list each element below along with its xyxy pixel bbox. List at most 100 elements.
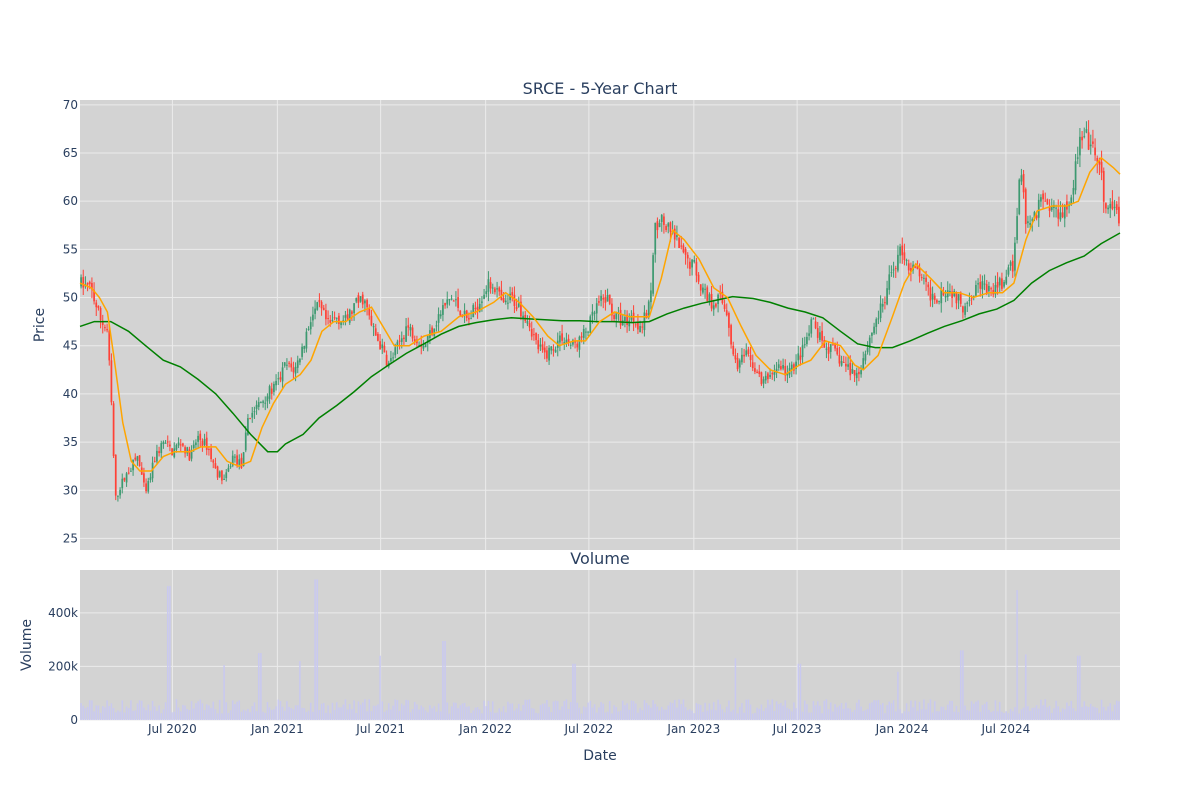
- candle-body: [543, 347, 546, 353]
- volume-bar: [654, 703, 657, 720]
- volume-bar: [387, 703, 390, 720]
- candle-body: [409, 327, 412, 331]
- volume-bar: [569, 702, 572, 720]
- volume-bar: [88, 700, 91, 720]
- candle-body: [218, 471, 221, 477]
- candle-body: [890, 272, 893, 274]
- candle-body: [884, 302, 886, 304]
- volume-bar: [819, 705, 821, 720]
- candle-body: [554, 349, 557, 353]
- candle-body: [754, 368, 756, 372]
- candle-body: [758, 371, 761, 375]
- volume-bar: [1040, 699, 1042, 720]
- candle-body: [270, 388, 273, 394]
- candle-body: [498, 287, 501, 292]
- candle-body: [923, 277, 925, 279]
- volume-bar: [563, 701, 566, 720]
- candle-body: [359, 296, 362, 302]
- candle-body: [832, 344, 834, 346]
- volume-bar: [80, 703, 82, 720]
- candle-body: [364, 300, 366, 304]
- candle-body: [793, 364, 795, 371]
- volume-bar: [513, 710, 516, 720]
- candle-body: [1092, 141, 1094, 144]
- candle-body: [112, 403, 115, 456]
- candle-body: [585, 331, 587, 333]
- price-axis-title: Price: [32, 308, 48, 342]
- candle-body: [307, 328, 310, 330]
- candle-body: [431, 327, 433, 335]
- volume-bar: [699, 704, 702, 720]
- volume-bar: [374, 705, 377, 720]
- volume-bar: [530, 708, 533, 720]
- candle-body: [153, 460, 156, 462]
- candle-body: [784, 366, 787, 376]
- volume-bar: [1046, 707, 1049, 720]
- candle-body: [483, 294, 485, 299]
- volume-bar: [1053, 708, 1055, 720]
- candle-body: [1048, 206, 1051, 211]
- volume-bar: [691, 710, 693, 720]
- volume-bar: [758, 708, 761, 720]
- candle-body: [777, 364, 780, 368]
- candle-body: [981, 281, 984, 290]
- volume-bar: [860, 706, 862, 720]
- volume-bar: [257, 653, 260, 720]
- candle-body: [1040, 197, 1042, 202]
- volume-bar: [832, 711, 834, 720]
- candle-body: [130, 470, 132, 472]
- candle-body: [927, 284, 930, 288]
- volume-bar: [177, 707, 180, 720]
- candle-body: [296, 360, 299, 368]
- candle-body: [496, 288, 498, 290]
- volume-bar: [1044, 699, 1047, 720]
- volume-bar: [784, 700, 787, 720]
- candle-body: [225, 472, 228, 479]
- candle-body: [433, 328, 436, 336]
- volume-y-tick-label: 400k: [48, 606, 78, 620]
- candle-body: [1087, 132, 1090, 150]
- candle-body: [186, 447, 189, 454]
- volume-bar: [977, 700, 979, 720]
- volume-bar: [957, 712, 960, 720]
- volume-bar: [197, 701, 199, 720]
- volume-bar: [344, 699, 347, 720]
- volume-bar: [637, 712, 639, 720]
- volume-bar: [923, 699, 925, 720]
- candle-body: [110, 360, 113, 403]
- candle-body: [93, 290, 95, 302]
- volume-bar: [764, 707, 767, 720]
- volume-bar: [1096, 708, 1099, 720]
- volume-bar: [485, 706, 488, 720]
- candle-body: [899, 246, 901, 256]
- volume-bar: [151, 700, 154, 720]
- volume-bar: [582, 706, 585, 720]
- candle-body: [955, 292, 958, 304]
- candle-body: [411, 327, 414, 339]
- volume-bar: [398, 710, 401, 720]
- volume-bar: [459, 705, 462, 720]
- volume-bar: [710, 709, 713, 720]
- volume-bar: [825, 699, 828, 720]
- candle-body: [331, 319, 334, 321]
- volume-bar: [650, 707, 652, 720]
- volume-bar: [140, 700, 143, 720]
- candle-body: [979, 281, 982, 289]
- volume-bar: [1055, 700, 1057, 720]
- candle-body: [1003, 281, 1005, 287]
- volume-bar: [299, 661, 301, 720]
- volume-bar: [190, 701, 193, 720]
- candle-body: [1027, 221, 1029, 224]
- volume-bar: [420, 705, 423, 720]
- volume-bar: [918, 701, 921, 720]
- volume-bar: [669, 702, 672, 720]
- volume-bar: [411, 709, 414, 720]
- candle-body: [392, 357, 394, 359]
- volume-bar: [483, 700, 485, 720]
- candle-body: [561, 333, 563, 341]
- candle-body: [546, 350, 548, 359]
- candle-body: [749, 355, 752, 361]
- volume-bar: [546, 699, 548, 720]
- candle-body: [676, 235, 678, 238]
- candle-body: [156, 450, 158, 462]
